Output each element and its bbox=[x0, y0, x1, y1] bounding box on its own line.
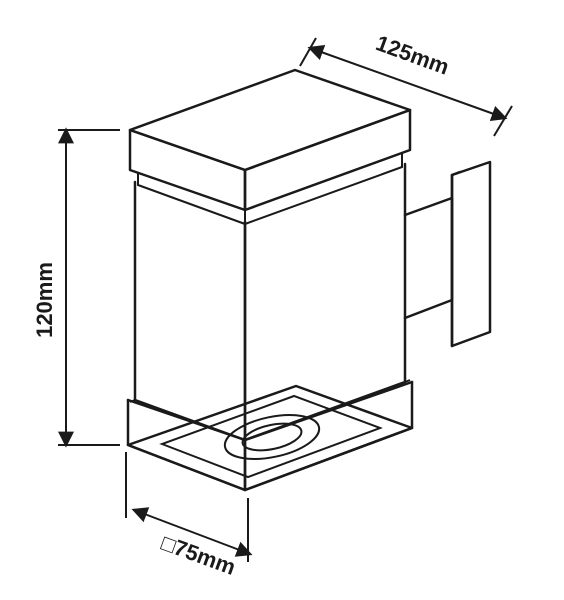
dimension-width-label: □75mm bbox=[158, 530, 239, 580]
wall-mount-bracket bbox=[405, 162, 490, 346]
dimension-height: 120mm bbox=[32, 130, 120, 445]
dimension-depth-label: 125mm bbox=[373, 30, 453, 79]
fixture-body bbox=[128, 70, 412, 490]
technical-drawing: 120mm 125mm □75mm bbox=[0, 0, 564, 600]
dimension-height-label: 120mm bbox=[32, 262, 57, 338]
